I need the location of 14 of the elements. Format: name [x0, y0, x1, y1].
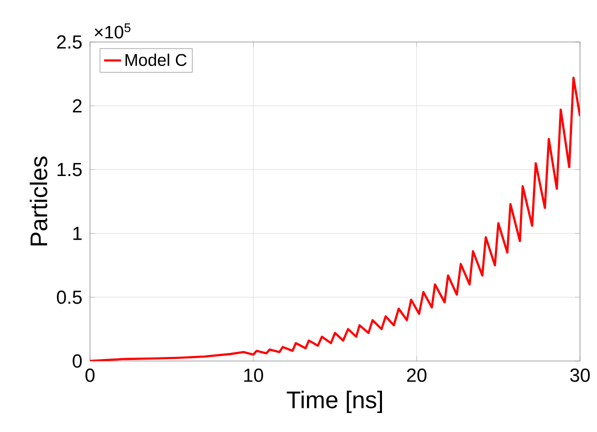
x-tick-label: 30: [570, 368, 590, 382]
y-tick-label: 2: [72, 99, 82, 112]
legend-label: Model C: [126, 54, 187, 66]
y-tick-label: 1.5: [58, 163, 82, 176]
y-tick-label: 0: [72, 354, 82, 368]
y-tick-label: 0.5: [56, 290, 82, 304]
x-tick-label: 10: [244, 368, 264, 382]
y-tick-label: 2.5: [57, 35, 82, 49]
x-tick-label: 0: [85, 368, 95, 382]
text: ×10$^{5}$: [94, 23, 130, 38]
y-tick-label: 1: [73, 226, 82, 240]
x-axis-title: Time [ns]: [286, 390, 382, 414]
y-axis-title: Particles: [30, 156, 48, 246]
x-tick-label: 20: [407, 368, 426, 382]
